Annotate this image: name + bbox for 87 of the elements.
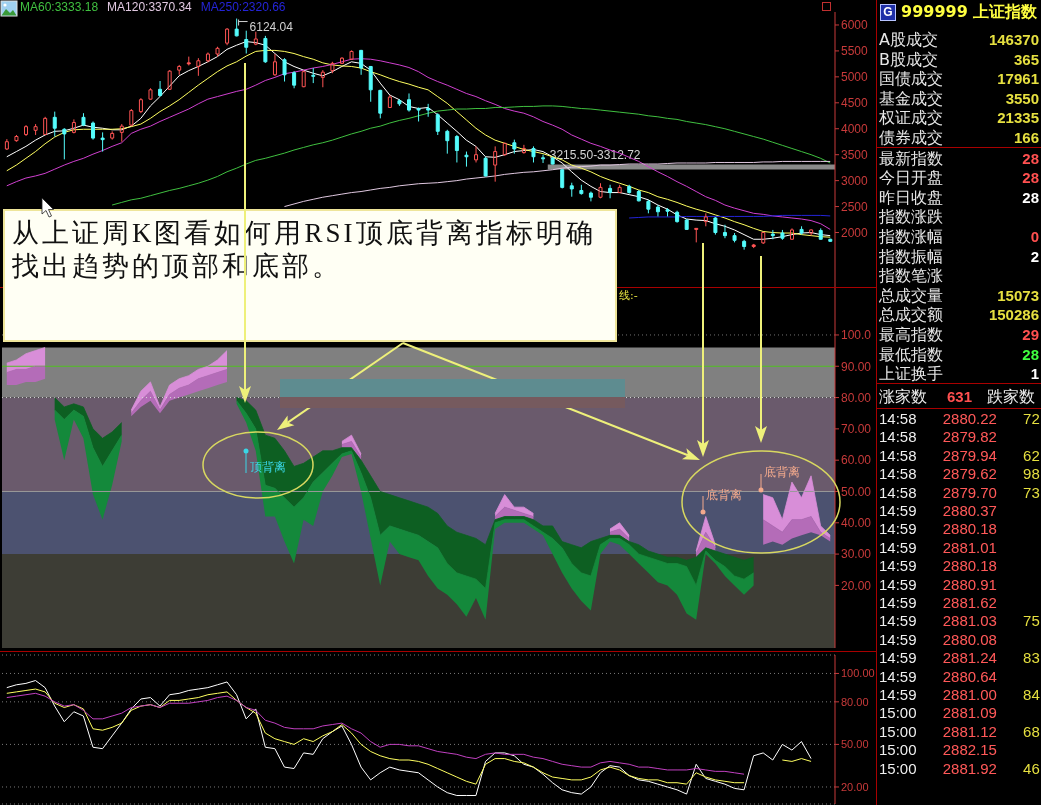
text: 631 [947,387,973,406]
text: 15:00 2881.12 68 [879,722,1040,740]
text: 14:59 2880.18 [879,557,997,575]
y-tick-label: 100.0 [841,328,872,343]
text: 14:58 2879.70 73 [879,483,1040,501]
text: 14:59 2881.24 83 [879,649,1040,667]
y-tick-label: 2000 [841,225,869,240]
text: 14:58 2880.22 72 [879,410,1040,427]
text: 365 [1013,50,1039,68]
text: 15:00 2881.09 [879,704,997,722]
y-tick-label: 20.00 [841,780,869,793]
annotation: 底背离 [764,465,800,479]
text: 14:58 2879.82 [879,428,997,446]
text: 28 [1022,188,1039,206]
text: 14:59 2881.00 84 [879,686,1040,703]
text: 跌家数 [987,387,1035,406]
y-tick-label: 40.00 [841,516,872,531]
text: 146370 [988,31,1039,48]
text: 21335 [997,109,1039,126]
y-tick-label: 3000 [841,173,869,188]
text: 0 [1030,227,1039,245]
y-tick-label: 50.00 [841,484,872,499]
y-tick-label: 6000 [841,18,869,33]
category-label: 指数涨幅 [879,226,943,246]
y-tick-label: 3500 [841,147,869,162]
category-label: 总成交额 [879,305,943,325]
text: 15:00 2881.92 46 [879,759,1040,777]
text: 999999 上证指数 [901,2,1038,23]
text: 28 [1022,149,1039,167]
text: 14:59 2881.01 [879,538,997,556]
y-tick-label: 80.00 [841,695,869,708]
y-tick-label: 70.00 [841,422,872,437]
text: MA60:3333.18 [20,0,99,14]
y-tick-label: 5500 [841,44,869,59]
annotation: 底背离 [706,488,742,502]
category-label: 债券成交 [879,127,943,147]
text: 14:59 2880.18 [879,520,997,538]
category-label: 昨日收盘 [879,187,943,207]
text: 14:59 2881.03 75 [879,612,1040,630]
category-label: 指数涨跌 [879,207,943,227]
y-tick-label: 100.00 [841,667,875,680]
annotation: 6124.04 [249,19,294,34]
text: 17961 [997,70,1039,87]
text: MA120:3370.34 [107,0,192,14]
y-tick-label: 50.00 [841,738,869,751]
text: 14:59 2880.91 [879,575,997,593]
text: 14:58 2879.94 62 [879,446,1040,464]
text: 29 [1022,325,1039,343]
text: 28 [1022,169,1039,187]
category-label: 指数振幅 [879,246,943,266]
y-tick-label: 60.00 [841,453,872,468]
text: 15:00 2882.15 [879,741,997,759]
y-tick-label: 4000 [841,122,869,137]
y-tick-label: 20.00 [841,578,872,593]
y-tick-label: 80.00 [841,390,872,405]
category-label: 最低指数 [879,344,943,364]
text: 150286 [988,306,1039,324]
category-label: B股成交 [879,49,938,69]
text: 28 [1022,345,1039,363]
text: 3550 [1005,89,1039,107]
text: 2 [1030,247,1039,265]
text: 1 [1030,365,1039,383]
text: 14:59 2880.37 [879,502,997,519]
y-tick-label: 2500 [841,199,869,214]
text: 15073 [997,286,1039,304]
y-tick-label: 30.00 [841,547,872,562]
category-label: 上证换手 [879,364,943,384]
annotation: 线:- [619,288,638,303]
y-tick-label: 90.00 [841,359,872,374]
category-label: 指数笔涨 [879,266,943,286]
category-label: 基金成交 [879,88,943,108]
category-label: 权证成交 [879,108,943,127]
category-label: 最高指数 [879,324,943,344]
text: 14:59 2881.62 [879,594,997,611]
text: 涨家数 [879,387,927,406]
category-label: A股成交 [879,30,938,49]
category-label: 今日开盘 [879,168,943,188]
category-label: 总成交量 [879,285,943,305]
y-tick-label: 5000 [841,70,869,85]
category-label: 最新指数 [879,148,943,168]
text: 14:59 2880.64 [879,667,997,685]
y-tick-label: 4500 [841,96,869,111]
text: 14:58 2879.62 98 [879,465,1040,483]
text: 14:59 2880.08 [879,630,997,648]
text: MA250:2320.66 [200,0,286,14]
category-label: 国债成交 [879,69,943,88]
text: 166 [1013,128,1039,146]
